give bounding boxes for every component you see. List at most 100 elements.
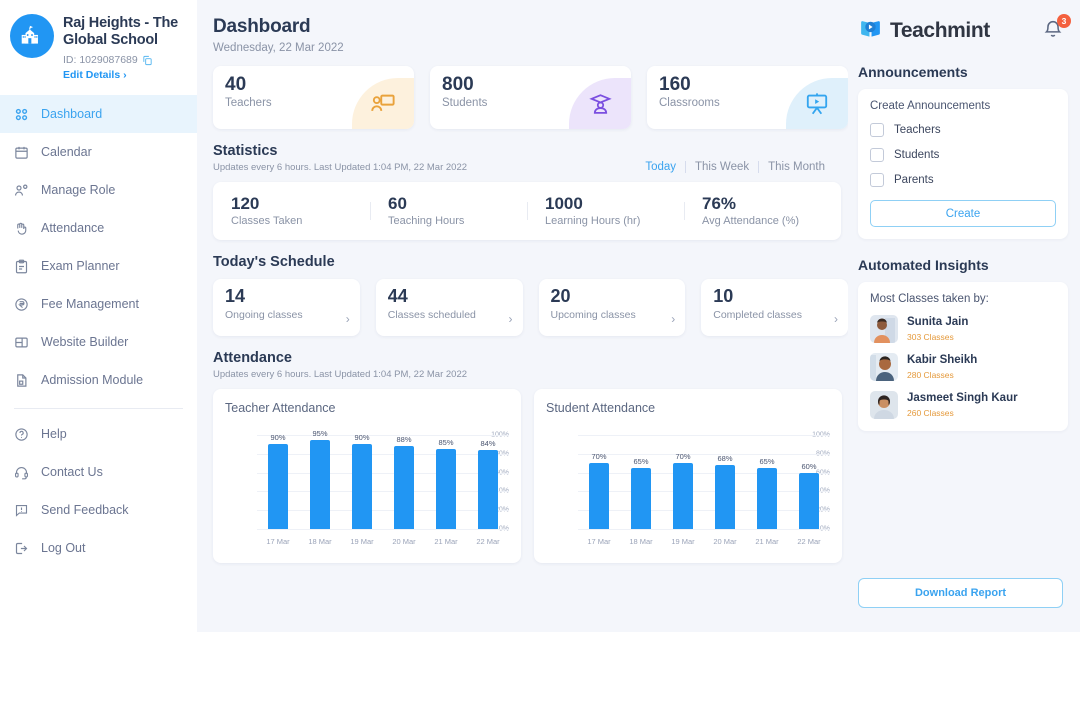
notification-bell-button[interactable]: 3 xyxy=(1042,14,1071,44)
attendance-hand-icon xyxy=(13,220,30,237)
sidebar-item-admission-module[interactable]: Admission Module xyxy=(0,361,197,399)
tab-today[interactable]: Today xyxy=(645,161,676,173)
schedule-card-scheduled[interactable]: 44 Classes scheduled › xyxy=(375,279,523,336)
create-announcement-button[interactable]: Create xyxy=(870,200,1056,227)
grid-icon xyxy=(13,106,30,123)
chevron-right-icon[interactable]: › xyxy=(834,312,838,326)
headset-icon xyxy=(13,464,30,481)
checkbox-students[interactable] xyxy=(870,148,884,162)
schedule-card-value: 44 xyxy=(387,286,408,306)
checkbox-parents[interactable] xyxy=(870,173,884,187)
x-axis-tick: 22 Mar xyxy=(476,536,500,546)
sidebar-item-exam-planner[interactable]: Exam Planner xyxy=(0,247,197,285)
announcement-option-teachers[interactable]: Teachers xyxy=(870,123,1056,137)
bar[interactable] xyxy=(477,450,498,529)
sidebar-item-manage-role[interactable]: Manage Role xyxy=(0,171,197,209)
sidebar-divider xyxy=(14,408,183,410)
brand-name: Teachmint xyxy=(890,19,990,42)
brand: Teachmint xyxy=(858,16,990,46)
y-axis xyxy=(546,423,576,529)
sidebar-item-calendar[interactable]: Calendar xyxy=(0,133,197,171)
main-content: Dashboard Wednesday, 22 Mar 2022 40 Teac… xyxy=(197,0,848,632)
list-item[interactable]: Sunita Jain 303 Classes xyxy=(870,315,1056,343)
x-axis-tick: 18 Mar xyxy=(308,536,332,546)
bar[interactable] xyxy=(798,472,819,529)
sidebar-item-label: Send Feedback xyxy=(41,503,129,518)
stat-value: 60 xyxy=(388,193,407,213)
x-axis-tick: 22 Mar xyxy=(797,536,821,546)
statistics-title: Statistics xyxy=(213,143,278,159)
summary-card-students[interactable]: 800 Students xyxy=(430,66,631,129)
sidebar-item-send-feedback[interactable]: Send Feedback xyxy=(0,491,197,529)
schedule-card-upcoming[interactable]: 20 Upcoming classes › xyxy=(538,279,686,336)
bar-item[interactable]: 60% xyxy=(791,423,826,529)
copy-icon[interactable] xyxy=(142,55,153,66)
tab-this-week[interactable]: This Week xyxy=(695,161,750,173)
insights-card: Most Classes taken by: Sunita Jain 303 C… xyxy=(858,282,1068,431)
sidebar-item-dashboard[interactable]: Dashboard xyxy=(0,95,197,134)
bar-item[interactable]: 85% xyxy=(428,423,463,529)
grid-line xyxy=(257,472,509,474)
list-item[interactable]: Jasmeet Singh Kaur 260 Classes xyxy=(870,391,1056,419)
bar-item[interactable]: 88% xyxy=(386,423,421,529)
bar[interactable] xyxy=(672,463,693,529)
statistics-strip: 120 Classes Taken 60 Teaching Hours 1000… xyxy=(213,182,841,240)
sidebar-item-label: Manage Role xyxy=(41,183,116,198)
chevron-right-icon[interactable]: › xyxy=(508,312,513,326)
teachmint-play-book-icon xyxy=(858,16,883,46)
list-item[interactable]: Kabir Sheikh 280 Classes xyxy=(870,353,1056,381)
summary-card-teachers[interactable]: 40 Teachers xyxy=(213,66,414,129)
sidebar-item-contact-us[interactable]: Contact Us xyxy=(0,453,197,491)
chevron-right-icon[interactable]: › xyxy=(345,312,350,326)
attendance-charts: Teacher Attendance 0%20%40%60%80%100%90%… xyxy=(213,389,848,563)
bar-item[interactable]: 84% xyxy=(470,423,505,529)
bar[interactable] xyxy=(267,444,288,529)
bar[interactable] xyxy=(309,439,330,529)
bar-item[interactable]: 90% xyxy=(260,423,295,529)
bar-value-label: 70% xyxy=(675,452,691,462)
bar-item[interactable]: 90% xyxy=(344,423,379,529)
bar[interactable] xyxy=(588,463,609,529)
chevron-right-icon[interactable]: › xyxy=(671,312,676,326)
x-axis-tick: 21 Mar xyxy=(434,536,458,546)
sidebar-item-fee-management[interactable]: Fee Management xyxy=(0,285,197,323)
checkbox-teachers[interactable] xyxy=(870,123,884,137)
announcement-option-parents[interactable]: Parents xyxy=(870,173,1056,187)
bar[interactable] xyxy=(630,467,651,529)
attendance-title: Attendance xyxy=(213,350,292,366)
bar-item[interactable]: 70% xyxy=(581,423,616,529)
grid-line xyxy=(578,435,830,436)
bar-item[interactable]: 70% xyxy=(665,423,700,529)
sidebar-item-website-builder[interactable]: Website Builder xyxy=(0,323,197,361)
school-name: Raj Heights - The Global School xyxy=(63,15,179,49)
summary-card-value: 800 xyxy=(442,74,474,95)
download-report-button[interactable]: Download Report xyxy=(858,578,1063,608)
grid-line xyxy=(257,453,509,455)
sidebar-item-log-out[interactable]: Log Out xyxy=(0,529,197,567)
bar-item[interactable]: 65% xyxy=(623,423,658,529)
bar[interactable] xyxy=(393,446,414,529)
bar-value-label: 65% xyxy=(633,456,649,466)
bar[interactable] xyxy=(351,444,372,529)
schedule-card-completed[interactable]: 10 Completed classes › xyxy=(701,279,848,336)
person-classes: 280 Classes xyxy=(907,369,954,380)
attendance-subtitle: Updates every 6 hours. Last Updated 1:04… xyxy=(213,369,468,380)
tab-this-month[interactable]: This Month xyxy=(768,161,825,173)
schedule-cards: 14 Ongoing classes › 44 Classes schedule… xyxy=(213,279,848,336)
x-axis-tick: 20 Mar xyxy=(713,536,737,546)
stat-value: 76% xyxy=(702,193,737,213)
bar[interactable] xyxy=(756,467,777,529)
sidebar-item-attendance[interactable]: Attendance xyxy=(0,209,197,247)
bar-item[interactable]: 65% xyxy=(749,423,784,529)
schedule-card-ongoing[interactable]: 14 Ongoing classes › xyxy=(213,279,360,336)
edit-details-link[interactable]: Edit Details › xyxy=(63,69,127,82)
bar-item[interactable]: 68% xyxy=(707,423,742,529)
bar-item[interactable]: 95% xyxy=(302,423,337,529)
summary-card-classrooms[interactable]: 160 Classrooms xyxy=(647,66,848,129)
bar[interactable] xyxy=(714,465,735,529)
sidebar-item-help[interactable]: Help xyxy=(0,415,197,453)
student-attendance-chart: Student Attendance 0%20%40%60%80%100%70%… xyxy=(534,389,842,563)
announcements-title: Announcements xyxy=(858,64,968,80)
announcement-option-students[interactable]: Students xyxy=(870,148,1056,162)
bar[interactable] xyxy=(435,449,456,529)
